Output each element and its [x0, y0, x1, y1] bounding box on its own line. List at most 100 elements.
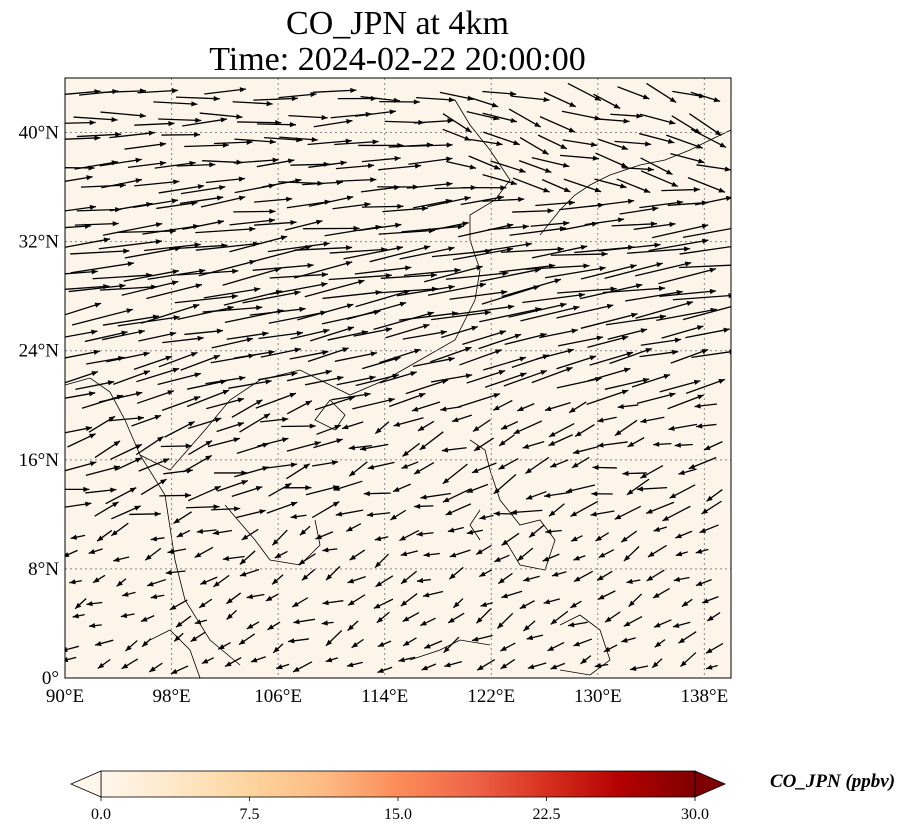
wind-arrow: [411, 401, 441, 412]
wind-arrow: [113, 370, 151, 385]
map-subtitle-time: Time: 2024-02-22 20:00:00: [209, 41, 586, 78]
wind-arrow: [591, 491, 613, 497]
wind-arrow: [65, 391, 96, 399]
wind-arrow: [228, 379, 272, 389]
wind-arrow: [393, 417, 424, 427]
wind-arrow: [213, 139, 253, 145]
wind-arrow: [94, 440, 121, 459]
wind-arrow: [598, 138, 629, 150]
wind-arrow: [378, 163, 422, 171]
wind-arrow: [278, 91, 317, 99]
wind-arrow: [653, 526, 667, 532]
wind-arrow: [475, 608, 492, 624]
wind-arrow: [207, 437, 241, 448]
wind-arrow: [354, 109, 396, 117]
wind-arrow: [701, 595, 719, 604]
wind-arrow: [269, 282, 328, 295]
wind-arrow: [640, 337, 682, 346]
wind-arrow: [286, 463, 311, 480]
wind-arrow: [361, 155, 401, 163]
wind-arrow: [449, 289, 508, 300]
wind-arrow: [517, 403, 535, 412]
wind-arrow: [134, 121, 175, 127]
wind-arrow: [65, 237, 111, 248]
wind-arrow: [144, 547, 162, 561]
wind-arrow: [640, 416, 665, 424]
wind-arrow: [201, 657, 215, 665]
wind-arrow: [401, 224, 464, 233]
wind-arrow: [675, 530, 693, 539]
wind-arrow: [594, 178, 627, 189]
wind-arrow: [127, 160, 167, 169]
wind-arrow: [442, 463, 468, 485]
wind-arrow: [595, 152, 628, 168]
wind-arrow: [123, 269, 180, 282]
wind-arrow: [548, 503, 565, 517]
wind-arrow: [200, 195, 246, 208]
wind-arrow: [458, 393, 501, 408]
wind-arrow: [250, 656, 266, 663]
coastline-segment: [409, 639, 491, 661]
wind-arrow: [392, 483, 411, 493]
wind-arrow: [242, 290, 301, 304]
wind-arrow: [462, 185, 507, 191]
wind-arrow: [673, 576, 690, 582]
wind-arrow: [548, 422, 575, 438]
wind-arrow: [448, 566, 464, 580]
wind-arrow: [114, 457, 142, 471]
wind-arrow: [343, 245, 404, 260]
wind-arrow: [695, 548, 709, 554]
colorbar-extend-min: [69, 770, 102, 798]
wind-arrow: [570, 600, 582, 609]
wind-arrow: [138, 458, 170, 472]
wind-arrow: [653, 441, 672, 447]
wind-arrow: [283, 485, 312, 491]
lat-tick-label: 24°N: [19, 341, 60, 362]
wind-arrow: [233, 157, 279, 164]
wind-arrow: [200, 576, 218, 585]
wind-arrow: [402, 611, 420, 623]
wind-arrow: [173, 511, 193, 524]
wind-arrow: [539, 328, 578, 339]
wind-arrow: [355, 373, 400, 387]
wind-arrow: [148, 662, 163, 673]
wind-arrow: [626, 578, 641, 584]
wind-arrow: [445, 503, 472, 516]
wind-arrow: [158, 351, 198, 368]
wind-arrow: [367, 461, 395, 470]
wind-arrow: [482, 90, 517, 97]
wind-arrow: [580, 264, 637, 280]
wind-arrow: [706, 489, 723, 502]
wind-arrow: [290, 514, 307, 520]
wind-arrow: [513, 420, 543, 435]
wind-arrow: [528, 524, 545, 538]
wind-arrow: [557, 286, 617, 294]
wind-arrow: [275, 663, 290, 670]
wind-arrow: [184, 328, 224, 336]
wind-arrow: [679, 264, 731, 269]
wind-arrow: [466, 483, 489, 494]
lon-tick-label: 130°E: [574, 686, 622, 707]
wind-arrow: [609, 347, 653, 365]
wind-arrow: [695, 578, 712, 587]
wind-arrow: [420, 617, 436, 627]
wind-arrow: [694, 403, 718, 409]
wind-arrow: [400, 550, 418, 557]
wind-arrow: [308, 160, 347, 168]
wind-arrow: [111, 505, 141, 520]
wind-arrow: [640, 464, 664, 479]
wind-arrow: [307, 347, 349, 363]
wind-arrow: [65, 371, 99, 384]
wind-arrow: [102, 222, 163, 236]
wind-arrow: [640, 170, 679, 188]
wind-arrow: [70, 261, 135, 274]
map-frame: [64, 77, 732, 679]
wind-arrow: [373, 311, 435, 331]
wind-arrow: [234, 138, 276, 145]
wind-arrow: [500, 658, 516, 670]
wind-arrow: [602, 285, 666, 294]
wind-arrow: [470, 138, 503, 147]
wind-arrow: [501, 532, 520, 546]
wind-arrow: [239, 568, 260, 577]
wind-arrow: [294, 260, 353, 279]
